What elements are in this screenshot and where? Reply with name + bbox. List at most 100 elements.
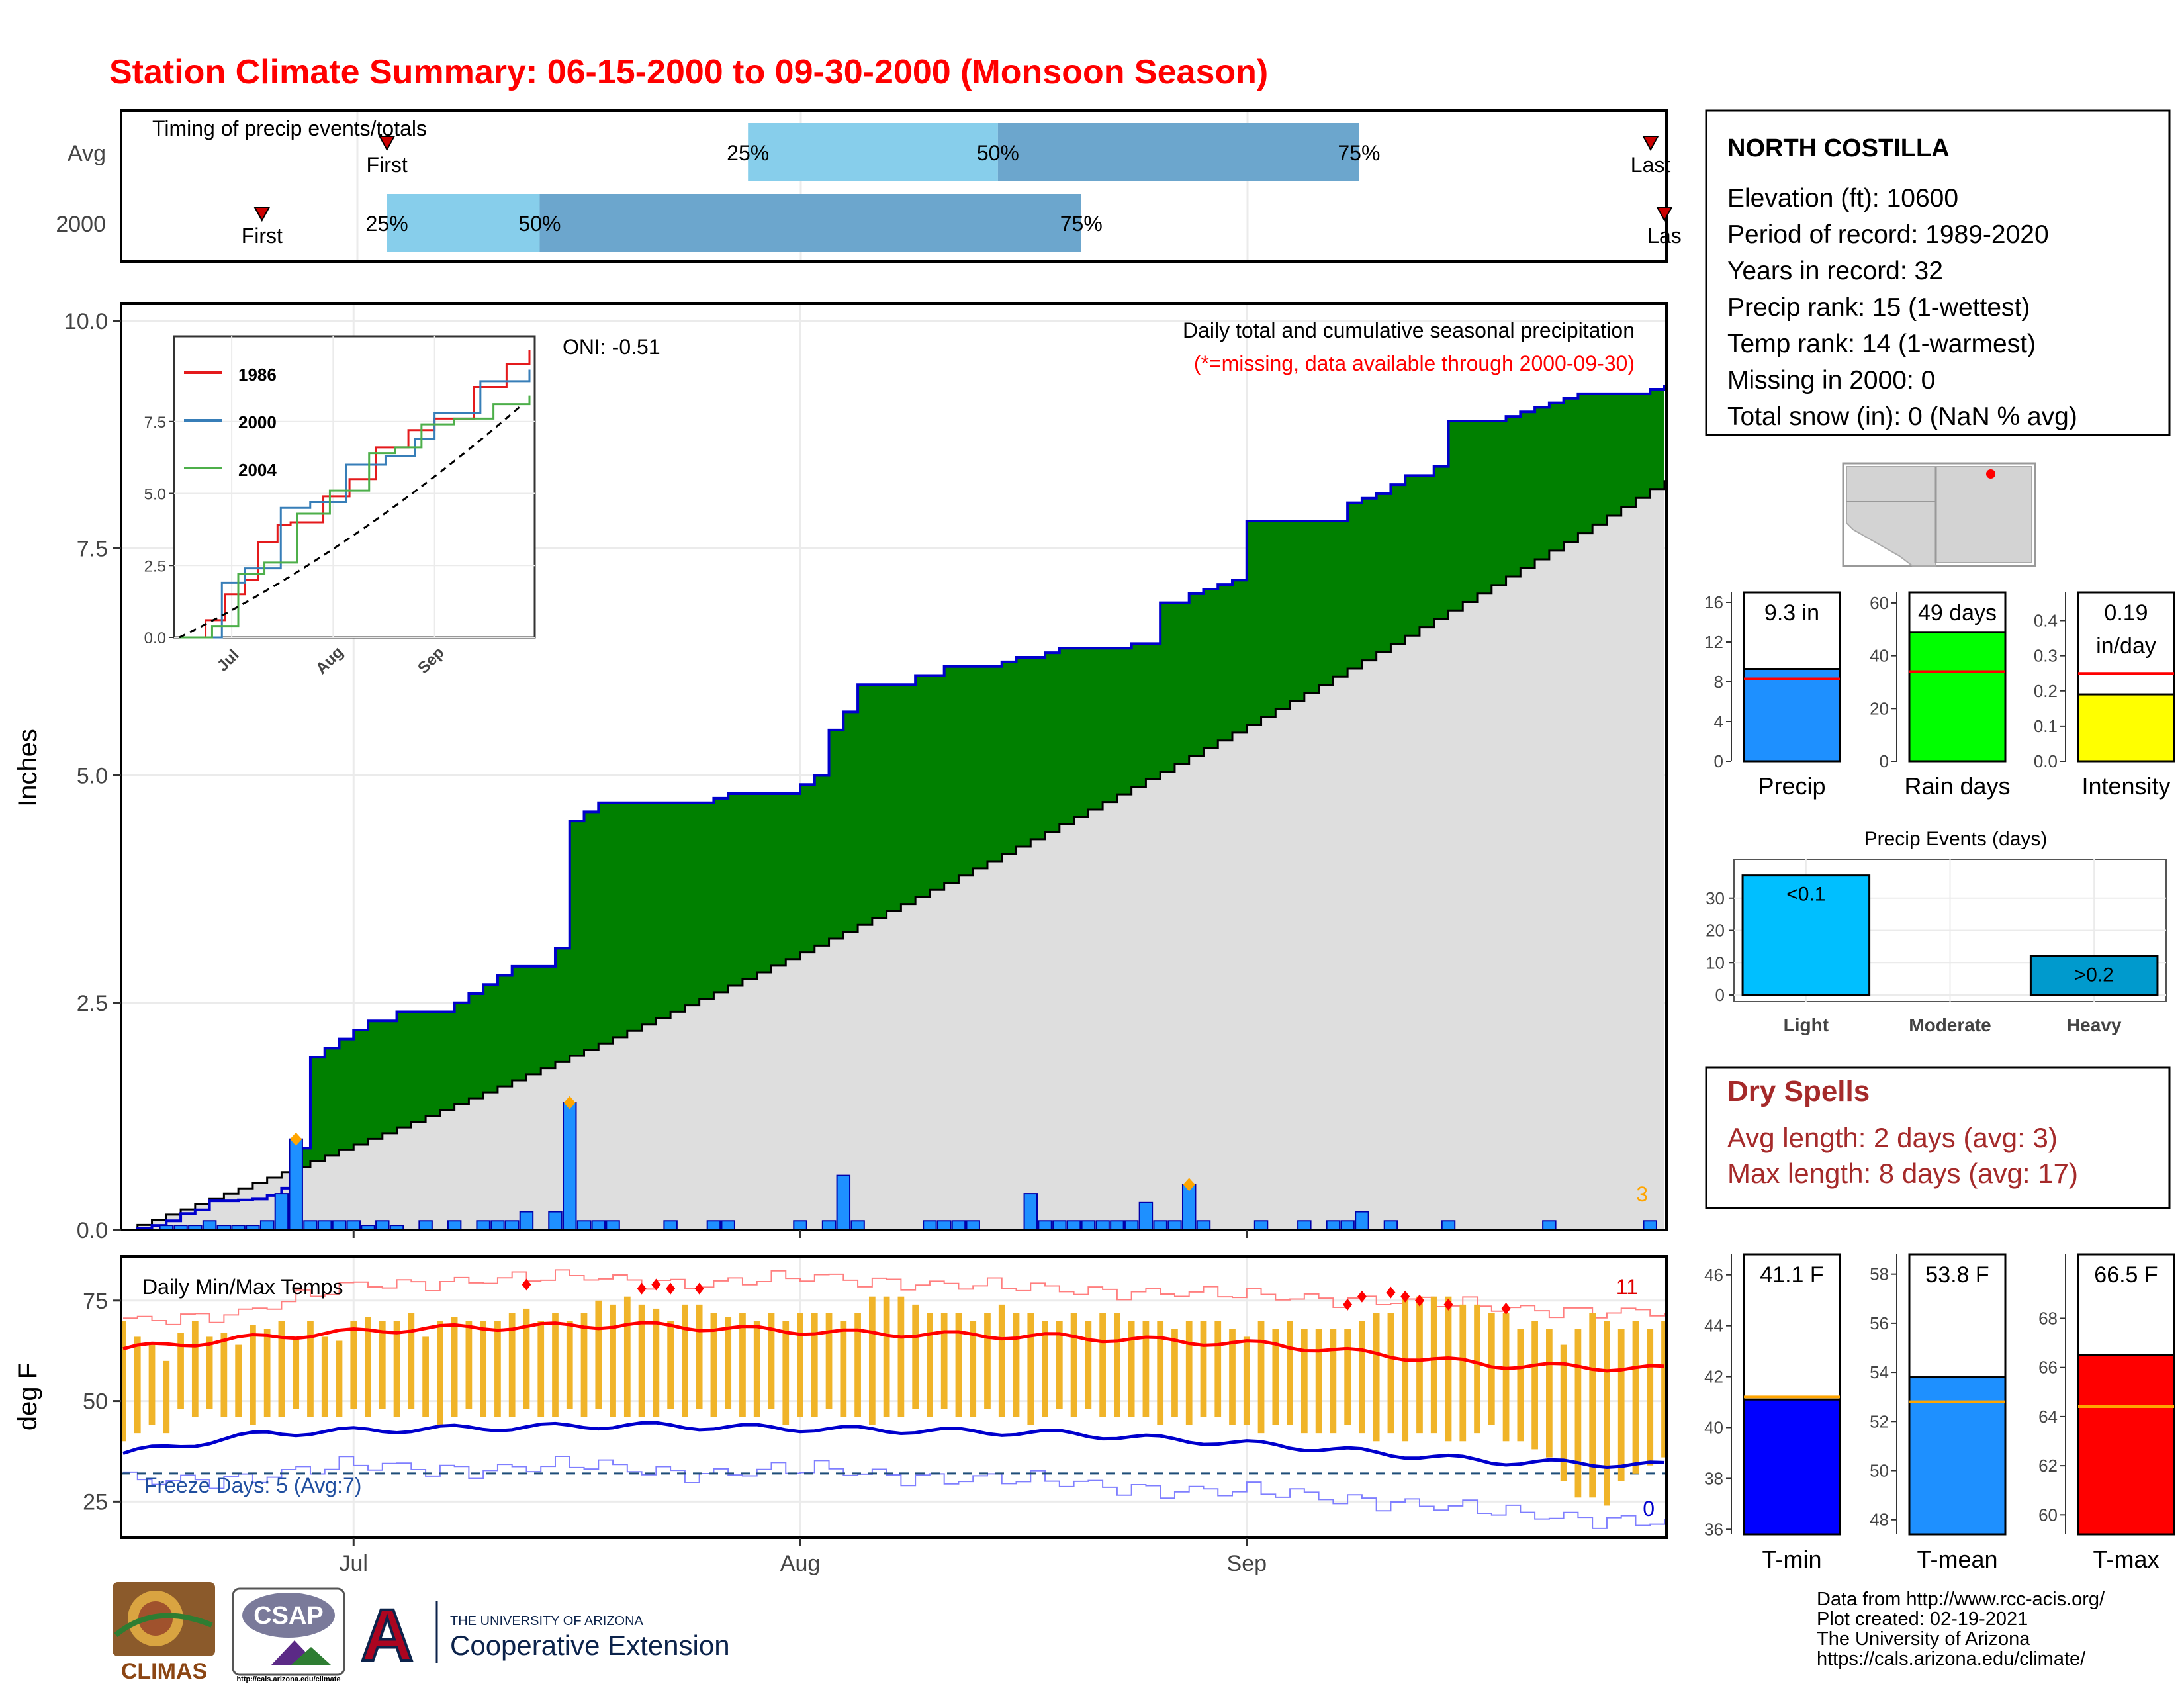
- summary-intensity-ytick-label-4: 0.4: [2034, 611, 2058, 631]
- station-line-period: Period of record: 1989-2020: [1727, 220, 2049, 249]
- daily-temp-bar-42: [725, 1317, 732, 1409]
- footer-credits: Data from http://www.rcc-acis.org/ Plot …: [1817, 1589, 2105, 1669]
- temp-data-layer: [120, 1269, 1668, 1529]
- station-line-temp-rank: Temp rank: 14 (1-warmest): [1727, 330, 2036, 358]
- footer-line-url: https://cals.arizona.edu/climate/: [1817, 1648, 2086, 1669]
- extreme-event-marker-2: [1183, 1178, 1195, 1192]
- daily-temp-bar-28: [523, 1308, 530, 1409]
- daily-precip-bar-37: [951, 1220, 966, 1231]
- daily-precip-bar-17: [418, 1220, 433, 1231]
- daily-temp-bar-81: [1287, 1321, 1293, 1425]
- precip-ytick-label-1: 2.5: [77, 991, 108, 1016]
- summary-precip-xlabel: Precip: [1758, 773, 1825, 800]
- daily-precip-bar-15: [375, 1220, 390, 1231]
- daily-temp-bar-11: [278, 1321, 285, 1417]
- temp-record-marker-4: [694, 1282, 704, 1295]
- daily-temp-bar-87: [1373, 1313, 1380, 1442]
- tmax-record-envelope: [123, 1269, 1665, 1325]
- summary-raindays-value-bar: [1908, 631, 2007, 763]
- summary-tmax-ytick-label-3: 66: [2038, 1358, 2058, 1378]
- daily-temp-bar-36: [638, 1304, 645, 1417]
- summary-tmean-ytick-label-2: 52: [1870, 1411, 1889, 1431]
- daily-temp-bar-8: [235, 1344, 242, 1417]
- daily-temp-bar-91: [1430, 1296, 1437, 1434]
- average-cumulative-fill: [123, 480, 1664, 1230]
- daily-temp-bar-5: [191, 1321, 199, 1417]
- daily-precip-bar-9: [289, 1138, 303, 1231]
- daily-temp-bar-54: [897, 1296, 905, 1417]
- summary-raindays-ytick-label-2: 40: [1870, 646, 1889, 666]
- daily-precip-bar-23: [548, 1211, 563, 1231]
- daily-precip-bar-27: [606, 1220, 620, 1231]
- daily-temp-bar-107: [1661, 1321, 1668, 1458]
- daily-temp-bar-2: [148, 1344, 156, 1425]
- daily-temp-bar-78: [1243, 1336, 1250, 1425]
- daily-temp-bar-58: [955, 1313, 962, 1417]
- daily-temp-bar-40: [696, 1304, 703, 1409]
- daily-temp-bar-73: [1171, 1329, 1178, 1417]
- daily-temp-bar-85: [1344, 1329, 1351, 1425]
- figure-title: Station Climate Summary: 06-15-2000 to 0…: [109, 53, 1268, 91]
- summary-intensity-ytick-label-0: 0.0: [2034, 751, 2058, 771]
- station-info-frame: [1705, 109, 2171, 436]
- timing-row-2000-label: 2000: [56, 212, 106, 237]
- summary-tmean-xlabel: T-mean: [1917, 1546, 1997, 1573]
- summary-tmean-ytick-label-5: 58: [1870, 1264, 1889, 1284]
- temp-count-top: 11: [1616, 1275, 1638, 1299]
- temp-record-marker-6: [1357, 1290, 1367, 1303]
- timing-q50-label-Avg: 50%: [977, 141, 1019, 165]
- precip-chart-subtitle: (*=missing, data available through 2000-…: [1194, 352, 1635, 375]
- precip-ytick-label-4: 10.0: [64, 309, 108, 334]
- daily-temp-bar-29: [537, 1321, 545, 1417]
- footer-line-created: Plot created: 02-19-2021: [1817, 1609, 2028, 1630]
- temp-record-marker-1: [637, 1282, 647, 1295]
- summary-tmax-value-label: 66.5 F: [2094, 1262, 2158, 1288]
- daily-temp-bar-68: [1099, 1313, 1106, 1417]
- daily-temp-bar-23: [451, 1317, 458, 1417]
- daily-temp-bar-41: [710, 1313, 717, 1417]
- daily-temp-bar-72: [1157, 1321, 1164, 1425]
- station-line-snow: Total snow (in): 0 (NaN % avg): [1727, 402, 2077, 431]
- inset-ytick-label-1: 2.5: [144, 557, 166, 575]
- daily-temp-bar-3: [163, 1360, 170, 1434]
- daily-temp-bar-53: [883, 1296, 890, 1417]
- daily-temp-bar-74: [1185, 1321, 1193, 1425]
- extreme-event-marker-1: [563, 1096, 576, 1109]
- events-bar-light: [1741, 874, 1871, 996]
- temp-ytick-label-1: 50: [83, 1389, 108, 1415]
- daily-precip-bar-33: [836, 1174, 851, 1231]
- precip-events-title: Precip Events (days): [1864, 828, 2048, 850]
- daily-temp-bar-102: [1589, 1313, 1596, 1498]
- precip-ytick-label-3: 7.5: [77, 536, 108, 561]
- dry-spells-max: Max length: 8 days (avg: 17): [1727, 1158, 2078, 1189]
- daily-precip-bar-31: [793, 1220, 807, 1231]
- logo-csap-url: http://cals.arizona.edu/climate: [236, 1675, 340, 1683]
- daily-temp-bar-27: [508, 1313, 516, 1417]
- precip-chart-title: Daily total and cumulative seasonal prec…: [1183, 318, 1635, 342]
- daily-temp-bar-83: [1315, 1329, 1322, 1434]
- daily-temp-bar-69: [1114, 1313, 1120, 1417]
- daily-temp-bar-1: [134, 1336, 141, 1434]
- inset-series-2004: [179, 395, 531, 639]
- daily-temp-bar-66: [1070, 1313, 1077, 1417]
- summary-tmax-value-bar: [2077, 1354, 2175, 1536]
- timing-first-marker-2000: [253, 207, 271, 222]
- summary-tmean-ytick-label-4: 56: [1870, 1313, 1889, 1333]
- timing-bar-light-Avg: [748, 123, 998, 181]
- precip-events-chart: Precip Events (days) 0 10 20 30 <0.1 Light Mod…: [1706, 828, 2167, 1035]
- summary-precip-value-bar: [1743, 668, 1841, 763]
- summary-precip-ytick-label-0: 0: [1714, 751, 1723, 771]
- daily-precip-bar-49: [1167, 1220, 1182, 1231]
- temp-xtick-label-0: Jul: [340, 1551, 368, 1576]
- daily-temp-bar-6: [206, 1336, 213, 1409]
- precip-panel-frame: [120, 302, 1668, 1231]
- timing-first-label-Avg: First: [367, 153, 408, 177]
- daily-temp-bar-62: [1013, 1313, 1020, 1417]
- summary-tmax-xlabel: T-max: [2093, 1546, 2159, 1573]
- daily-temp-bar-57: [940, 1313, 948, 1409]
- daily-precip-bar-26: [591, 1220, 606, 1231]
- timing-last-marker-2000: [1656, 207, 1673, 222]
- summary-tmin-ytick-label-1: 38: [1704, 1468, 1723, 1488]
- temp-ylabel: deg F: [13, 1363, 42, 1430]
- daily-precip-bar-52: [1253, 1220, 1269, 1231]
